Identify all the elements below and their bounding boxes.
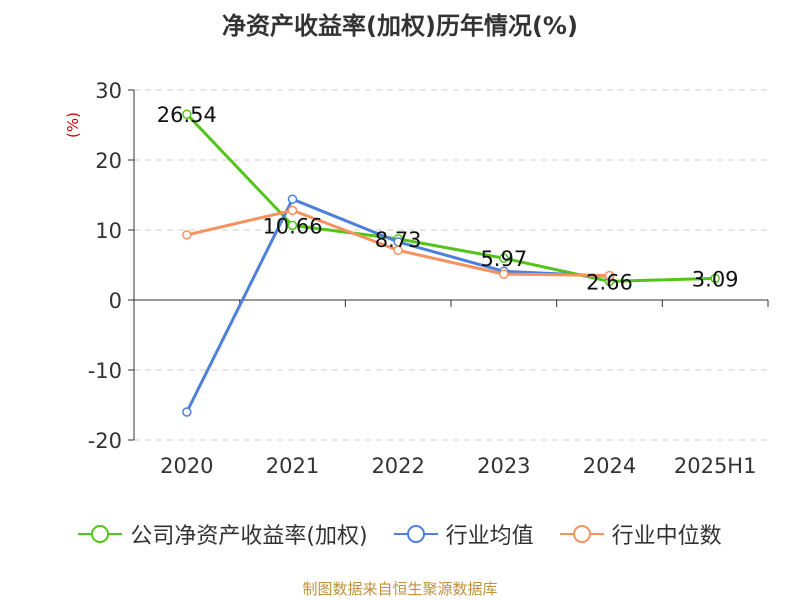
legend-item-company[interactable]: 公司净资产收益率(加权) [78, 518, 368, 550]
series-point-1 [182, 407, 192, 417]
series-line-0 [185, 113, 716, 283]
chart-title: 净资产收益率(加权)历年情况(%) [222, 12, 578, 40]
data-label: 5.97 [480, 247, 527, 271]
legend-label-industry-median: 行业中位数 [611, 524, 722, 549]
series-point-0 [499, 253, 509, 263]
x-tick-label: 2025H1 [674, 454, 757, 478]
series-point-2 [182, 230, 192, 240]
data-label: 26.54 [157, 103, 217, 127]
legend-item-industry-median[interactable]: 行业中位数 [559, 518, 722, 550]
y-tick-label: -20 [88, 429, 122, 453]
series-point-0 [710, 273, 720, 284]
data-label: 2.66 [586, 270, 633, 294]
series-point-0 [287, 220, 298, 231]
legend-label-industry-mean: 行业均值 [445, 524, 534, 549]
series-point-1 [287, 194, 298, 204]
series-point-2 [499, 269, 509, 279]
axes: 30 20 10 0 -10 -20 (%) 2020 2021 2022 2023 2024 2025… [64, 79, 769, 478]
x-tick-label: 2020 [160, 454, 213, 478]
y-axis-label: (%) [64, 112, 82, 138]
x-tick-label: 2021 [266, 454, 319, 478]
data-labels: 26.54 10.66 8.73 5.97 2.66 3.09 [157, 103, 739, 294]
y-tick-label: -10 [88, 359, 122, 383]
legend-label-company: 公司净资产收益率(加权) [130, 524, 368, 549]
series-point-2 [604, 270, 615, 281]
y-tick-label: 20 [95, 149, 122, 173]
y-tick-label: 30 [95, 79, 122, 103]
series-point-2 [393, 245, 403, 256]
series-point-2 [287, 205, 298, 216]
x-tick-label: 2023 [477, 454, 530, 478]
data-label: 3.09 [692, 267, 739, 291]
data-label: 8.73 [375, 228, 422, 252]
legend-item-industry-mean[interactable]: 行业均值 [393, 518, 534, 550]
series-lines [182, 109, 720, 417]
legend-line-circle-icon [559, 525, 604, 543]
legend-line-circle-icon [78, 525, 123, 543]
data-label: 10.66 [262, 214, 322, 238]
x-tick-label: 2024 [583, 454, 636, 478]
legend-line-circle-icon [393, 525, 438, 543]
legend: 公司净资产收益率(加权) 行业均值 行业中位数 [0, 518, 800, 550]
series-point-0 [182, 109, 192, 119]
source-note: 制图数据来自恒生聚源数据库 [302, 580, 498, 598]
grid-lines [134, 89, 768, 441]
y-tick-label: 10 [95, 219, 122, 243]
x-tick-label: 2022 [371, 454, 424, 478]
y-tick-label: 0 [109, 289, 122, 313]
